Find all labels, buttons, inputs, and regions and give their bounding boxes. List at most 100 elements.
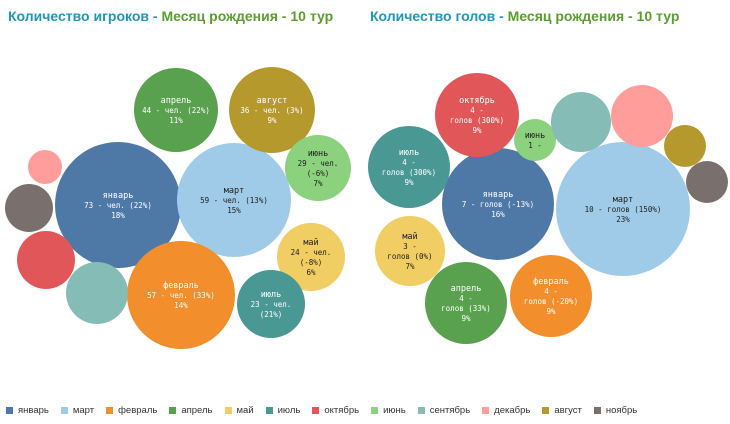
bubble-label: 4 -: [470, 106, 484, 115]
legend-label: январь: [18, 405, 49, 416]
bubble-label: 9%: [461, 314, 471, 323]
legend-item: май: [224, 405, 254, 416]
bubble-label: 9%: [404, 178, 414, 187]
bubble-4[interactable]: [229, 67, 315, 153]
bubble-label: 4 -: [402, 158, 416, 167]
bubble-label: апрель: [161, 96, 192, 106]
bubble-label: 36 - чел. (3%): [240, 106, 303, 115]
bubble-6[interactable]: [277, 223, 345, 291]
bubble-5[interactable]: [510, 255, 592, 337]
legend-item: июль: [265, 405, 301, 416]
legend-swatch: [60, 407, 68, 414]
bubble-label: 15%: [227, 206, 241, 215]
bubble-label: 1 -: [528, 141, 542, 150]
legend-label: ноябрь: [605, 405, 638, 416]
bubble-label: 4 -: [459, 294, 473, 303]
bubble-0[interactable]: [55, 142, 181, 268]
bubble-10[interactable]: [664, 125, 706, 167]
bubble-label: 73 - чел. (22%): [84, 201, 152, 210]
bubble-5[interactable]: [285, 135, 351, 201]
bubble-1[interactable]: [442, 148, 554, 260]
bubble-1[interactable]: [177, 143, 291, 257]
legend-item: август: [542, 405, 582, 416]
legend-swatch: [417, 407, 425, 414]
bubble-3[interactable]: [134, 68, 218, 152]
bubble-label: март: [224, 186, 244, 196]
bubble-9[interactable]: [17, 231, 75, 289]
legend-label: апрель: [181, 405, 213, 416]
legend-swatch: [224, 407, 232, 414]
bubble-8[interactable]: [66, 262, 128, 324]
bubble-8[interactable]: [551, 92, 611, 152]
bubble-label: 44 - чел. (22%): [142, 106, 210, 115]
title-part-1: Количество игроков -: [8, 8, 162, 24]
bubble-label: 14%: [174, 301, 188, 310]
bubble-2[interactable]: [435, 73, 519, 157]
chart-title-goals: Количество голов - Месяц рождения - 10 т…: [370, 8, 679, 24]
bubble-label: 24 - чел.: [291, 248, 332, 257]
bubble-9[interactable]: [611, 85, 673, 147]
bubble-label: январь: [483, 190, 514, 200]
legend-swatch: [371, 407, 379, 414]
bubble-label: 6%: [306, 268, 316, 277]
bubble-label: 16%: [491, 210, 505, 219]
bubble-11[interactable]: [686, 161, 728, 203]
legend-swatch: [106, 407, 114, 414]
bubble-7[interactable]: [237, 270, 305, 338]
bubble-label: 7 - голов (-13%): [462, 200, 534, 209]
bubble-label: 59 - чел. (13%): [200, 196, 268, 205]
legend: январь март февраль апрель май июль октябрь июн…: [6, 405, 649, 416]
bubble-label: 23 - чел.: [251, 300, 292, 309]
legend-item: февраль: [106, 405, 157, 416]
bubble-label: февраль: [163, 281, 199, 291]
legend-label: октябрь: [324, 405, 360, 416]
bubble-label: 18%: [111, 211, 125, 220]
bubble-label: июнь: [525, 131, 545, 141]
bubble-label: июль: [261, 290, 281, 300]
bubble-3[interactable]: [368, 126, 450, 208]
title-part-2: Месяц рождения - 10 тур: [507, 8, 680, 24]
bubble-7[interactable]: [514, 119, 556, 161]
bubble-label: 4 -: [544, 287, 558, 296]
legend-label: сентябрь: [429, 405, 471, 416]
legend-swatch: [265, 407, 273, 414]
legend-swatch: [482, 407, 490, 414]
legend-item: октябрь: [312, 405, 359, 416]
bubble-label: 10 - голов (150%): [585, 205, 662, 214]
bubble-label: голов (0%): [387, 252, 432, 261]
legend-item: июнь: [371, 405, 406, 416]
bubble-label: 7%: [313, 179, 323, 188]
bubble-6[interactable]: [375, 216, 445, 286]
bubble-label: 23%: [616, 215, 630, 224]
bubble-10[interactable]: [5, 184, 53, 232]
legend-label: июль: [277, 405, 301, 416]
title-part-1: Количество голов -: [370, 8, 508, 24]
bubble-label: (-6%): [307, 169, 330, 178]
legend-swatch: [312, 407, 320, 414]
title-part-2: Месяц рождения - 10 тур: [161, 8, 334, 24]
legend-item: апрель: [169, 405, 213, 416]
legend-item: сентябрь: [417, 405, 471, 416]
legend-item: декабрь: [482, 405, 530, 416]
bubble-0[interactable]: [556, 142, 690, 276]
legend-label: май: [236, 405, 254, 416]
bubble-label: январь: [103, 191, 134, 201]
bubble-label: 29 - чел.: [298, 159, 339, 168]
bubble-label: март: [613, 195, 633, 205]
bubble-label: голов (300%): [450, 116, 504, 125]
bubble-2[interactable]: [127, 241, 235, 349]
bubble-label: 9%: [546, 307, 556, 316]
legend-label: август: [554, 405, 582, 416]
bubble-label: 9%: [267, 116, 277, 125]
legend-label: февраль: [118, 405, 158, 416]
bubble-label: июль: [399, 148, 419, 158]
bubble-4[interactable]: [425, 262, 507, 344]
legend-label: июнь: [383, 405, 406, 416]
bubble-11[interactable]: [28, 150, 62, 184]
bubble-label: 11%: [169, 116, 183, 125]
bubble-label: май: [402, 232, 417, 242]
legend-item: январь: [6, 405, 49, 416]
